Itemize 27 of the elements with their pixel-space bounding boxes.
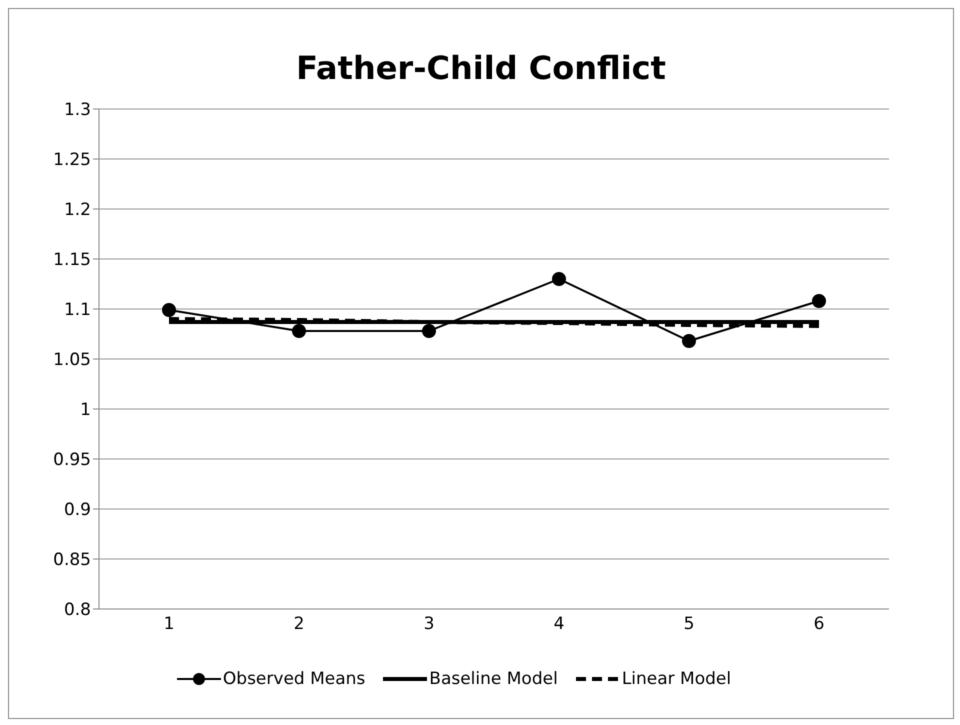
y-tick-label: 1.1 [64,300,91,320]
y-tick-label: 1.2 [64,200,91,220]
legend-label: Observed Means [222,669,366,689]
x-tick-label: 6 [814,614,824,634]
chart-title: Father-Child Conflict [295,48,667,89]
y-tick-label: 1.25 [53,150,91,170]
y-tick-label: 1.15 [53,250,91,270]
legend-label: Baseline Model [429,669,558,689]
y-tick-label: 0.8 [64,600,91,620]
point [812,294,826,308]
x-tick-label: 4 [554,614,564,634]
y-tick-label: 0.9 [64,500,91,520]
y-tick-label: 1.3 [64,100,91,120]
x-tick-label: 1 [164,614,174,634]
x-tick-label: 5 [684,614,694,634]
point [292,324,306,338]
y-tick-label: 1.05 [53,350,91,370]
point [422,324,436,338]
y-tick-label: 0.95 [53,450,91,470]
x-tick-label: 3 [424,614,434,634]
y-tick-label: 0.85 [53,550,91,570]
legend-label: Linear Model [622,669,732,689]
point [162,303,176,317]
point [552,272,566,286]
y-tick-label: 1 [80,400,91,420]
x-tick-label: 2 [294,614,304,634]
point [682,334,696,348]
